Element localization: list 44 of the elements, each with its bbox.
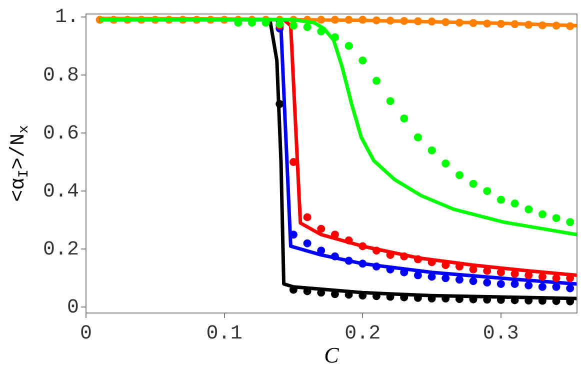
y-tick-label: 0: [66, 296, 79, 320]
x-tick-label: 0.3: [482, 322, 519, 346]
point: [303, 213, 312, 222]
x-tick-label: 0.2: [344, 322, 381, 346]
point: [469, 180, 478, 188]
point: [303, 23, 312, 32]
point: [358, 56, 367, 64]
point: [414, 133, 422, 142]
y-tick-label: 0.6: [42, 122, 79, 146]
point: [344, 42, 353, 50]
point: [303, 239, 312, 248]
point: [524, 205, 533, 214]
point: [524, 281, 533, 290]
point: [372, 76, 380, 85]
point: [510, 200, 519, 208]
point: [496, 280, 505, 288]
point: [442, 160, 450, 168]
y-axis-title: <αI>/Nx: [7, 125, 33, 202]
point: [566, 284, 574, 292]
point: [469, 277, 478, 286]
point: [483, 278, 492, 287]
point: [552, 274, 560, 282]
y-tick-label: 1.: [54, 6, 79, 30]
point: [552, 214, 560, 222]
y-tick-label: 0.8: [42, 64, 79, 88]
point: [538, 210, 546, 218]
point: [400, 114, 408, 123]
point: [496, 196, 505, 204]
x-axis-title: C: [324, 342, 340, 368]
point: [455, 171, 464, 180]
point: [538, 282, 546, 291]
y-tick-label: 0.4: [42, 180, 79, 204]
point: [510, 280, 519, 288]
point: [455, 276, 464, 284]
point: [483, 187, 492, 196]
point: [317, 224, 326, 233]
y-tick-label: 0.2: [42, 238, 79, 262]
point: [386, 97, 394, 106]
point: [414, 271, 422, 280]
point: [428, 146, 436, 154]
point: [289, 22, 298, 30]
point: [566, 218, 574, 226]
point: [442, 274, 450, 282]
x-tick-label: 0.1: [206, 322, 242, 346]
